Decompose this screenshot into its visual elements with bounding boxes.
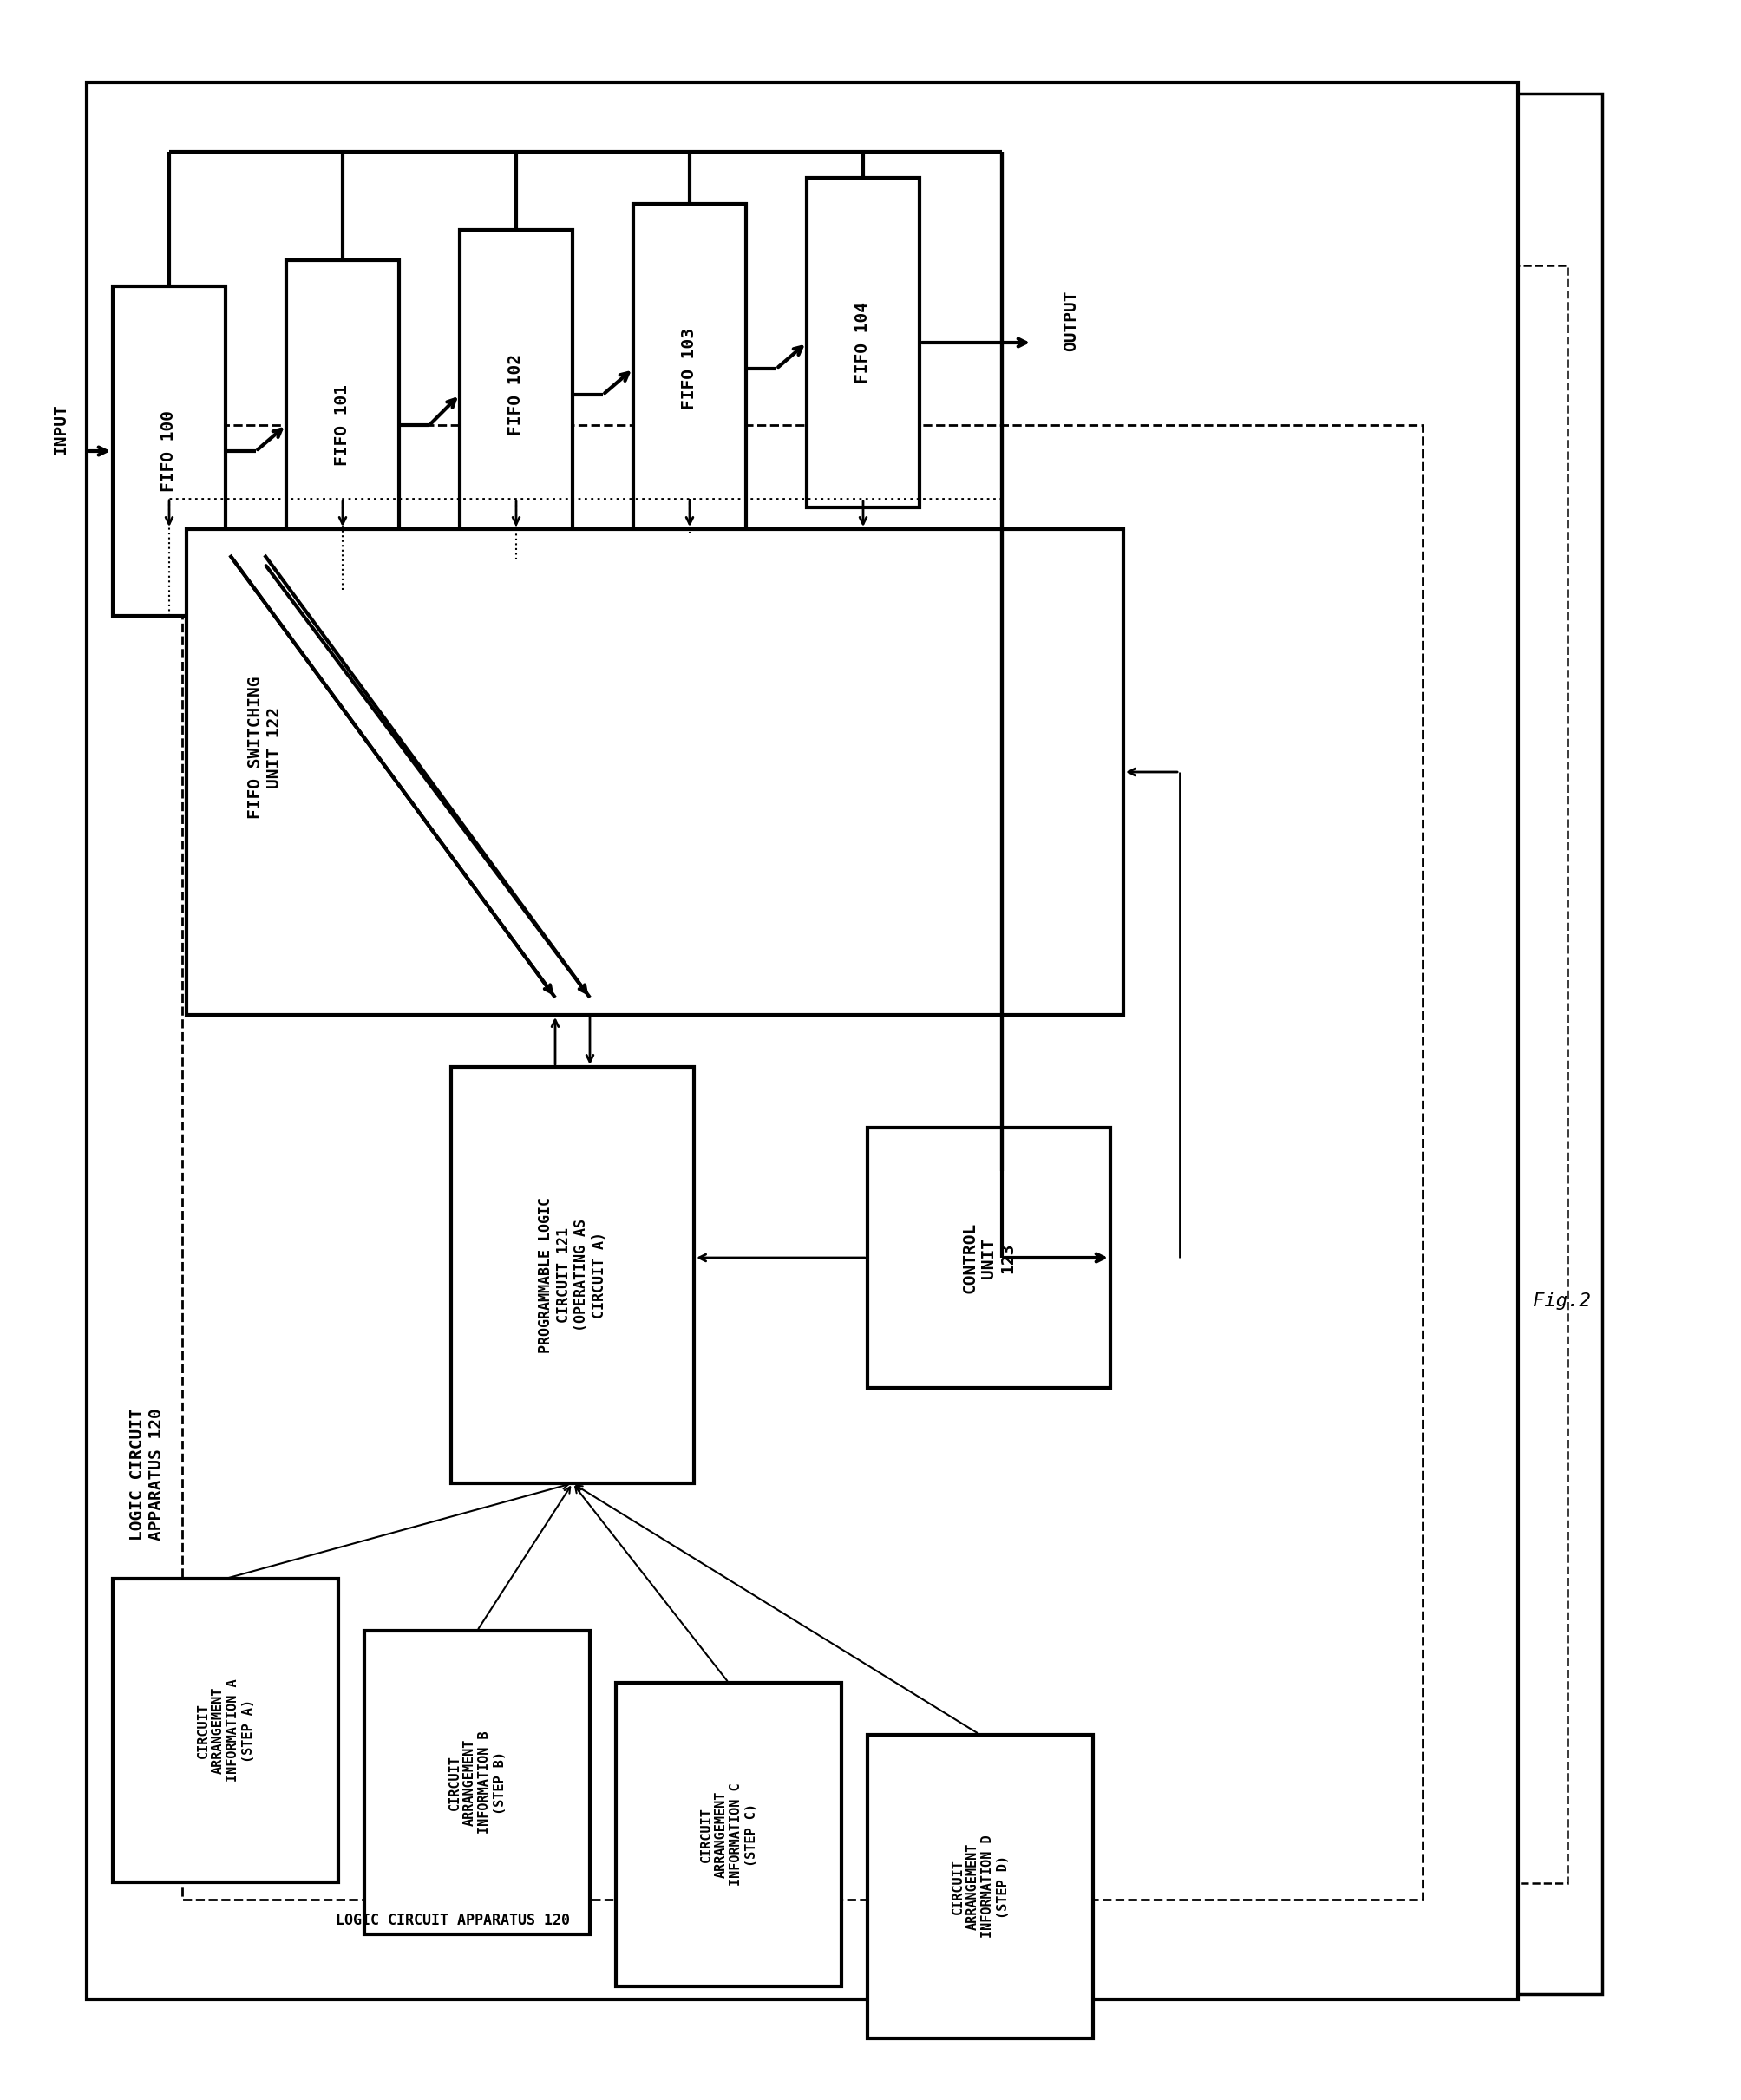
Bar — [364, 1632, 590, 1934]
Text: FIFO 103: FIFO 103 — [681, 328, 698, 410]
Text: FIFO SWITCHING
UNIT 122: FIFO SWITCHING UNIT 122 — [247, 676, 282, 819]
Bar — [451, 1067, 695, 1483]
Bar — [183, 424, 1422, 1901]
Text: LOGIC CIRCUIT
APPARATUS 120: LOGIC CIRCUIT APPARATUS 120 — [129, 1409, 165, 1541]
Text: FIFO 102: FIFO 102 — [508, 355, 524, 435]
Text: INPUT: INPUT — [52, 403, 70, 456]
Text: CIRCUIT
ARRANGEMENT
INFORMATION A
(STEP A): CIRCUIT ARRANGEMENT INFORMATION A (STEP … — [197, 1680, 254, 1783]
Bar — [186, 529, 1123, 1014]
Bar — [634, 204, 747, 533]
Text: FIFO 101: FIFO 101 — [334, 384, 352, 466]
Bar — [87, 82, 1518, 1999]
Text: LOGIC CIRCUIT APPARATUS 120: LOGIC CIRCUIT APPARATUS 120 — [336, 1913, 569, 1928]
Text: CIRCUIT
ARRANGEMENT
INFORMATION C
(STEP C): CIRCUIT ARRANGEMENT INFORMATION C (STEP … — [700, 1783, 757, 1886]
Text: FIFO 104: FIFO 104 — [855, 302, 870, 384]
Text: PROGRAMMABLE LOGIC
CIRCUIT 121
(OPERATING AS
CIRCUIT A): PROGRAMMABLE LOGIC CIRCUIT 121 (OPERATIN… — [538, 1197, 608, 1352]
Text: CONTROL
UNIT
123: CONTROL UNIT 123 — [961, 1222, 1017, 1294]
Text: FIFO 100: FIFO 100 — [160, 410, 178, 491]
Text: CIRCUIT
ARRANGEMENT
INFORMATION D
(STEP D): CIRCUIT ARRANGEMENT INFORMATION D (STEP … — [951, 1835, 1010, 1938]
Text: Fig.2: Fig.2 — [1532, 1292, 1591, 1310]
Bar — [113, 286, 226, 615]
Text: OUTPUT: OUTPUT — [1064, 290, 1079, 351]
Bar — [867, 1735, 1093, 2039]
Bar — [460, 229, 573, 559]
Bar — [104, 94, 1602, 1993]
Bar — [806, 179, 919, 508]
Bar — [113, 1579, 338, 1882]
Bar — [383, 265, 1567, 1884]
Text: CIRCUIT
ARRANGEMENT
INFORMATION B
(STEP B): CIRCUIT ARRANGEMENT INFORMATION B (STEP … — [447, 1730, 507, 1833]
Bar — [867, 1128, 1111, 1388]
Bar — [616, 1682, 841, 1987]
Bar — [286, 260, 399, 590]
